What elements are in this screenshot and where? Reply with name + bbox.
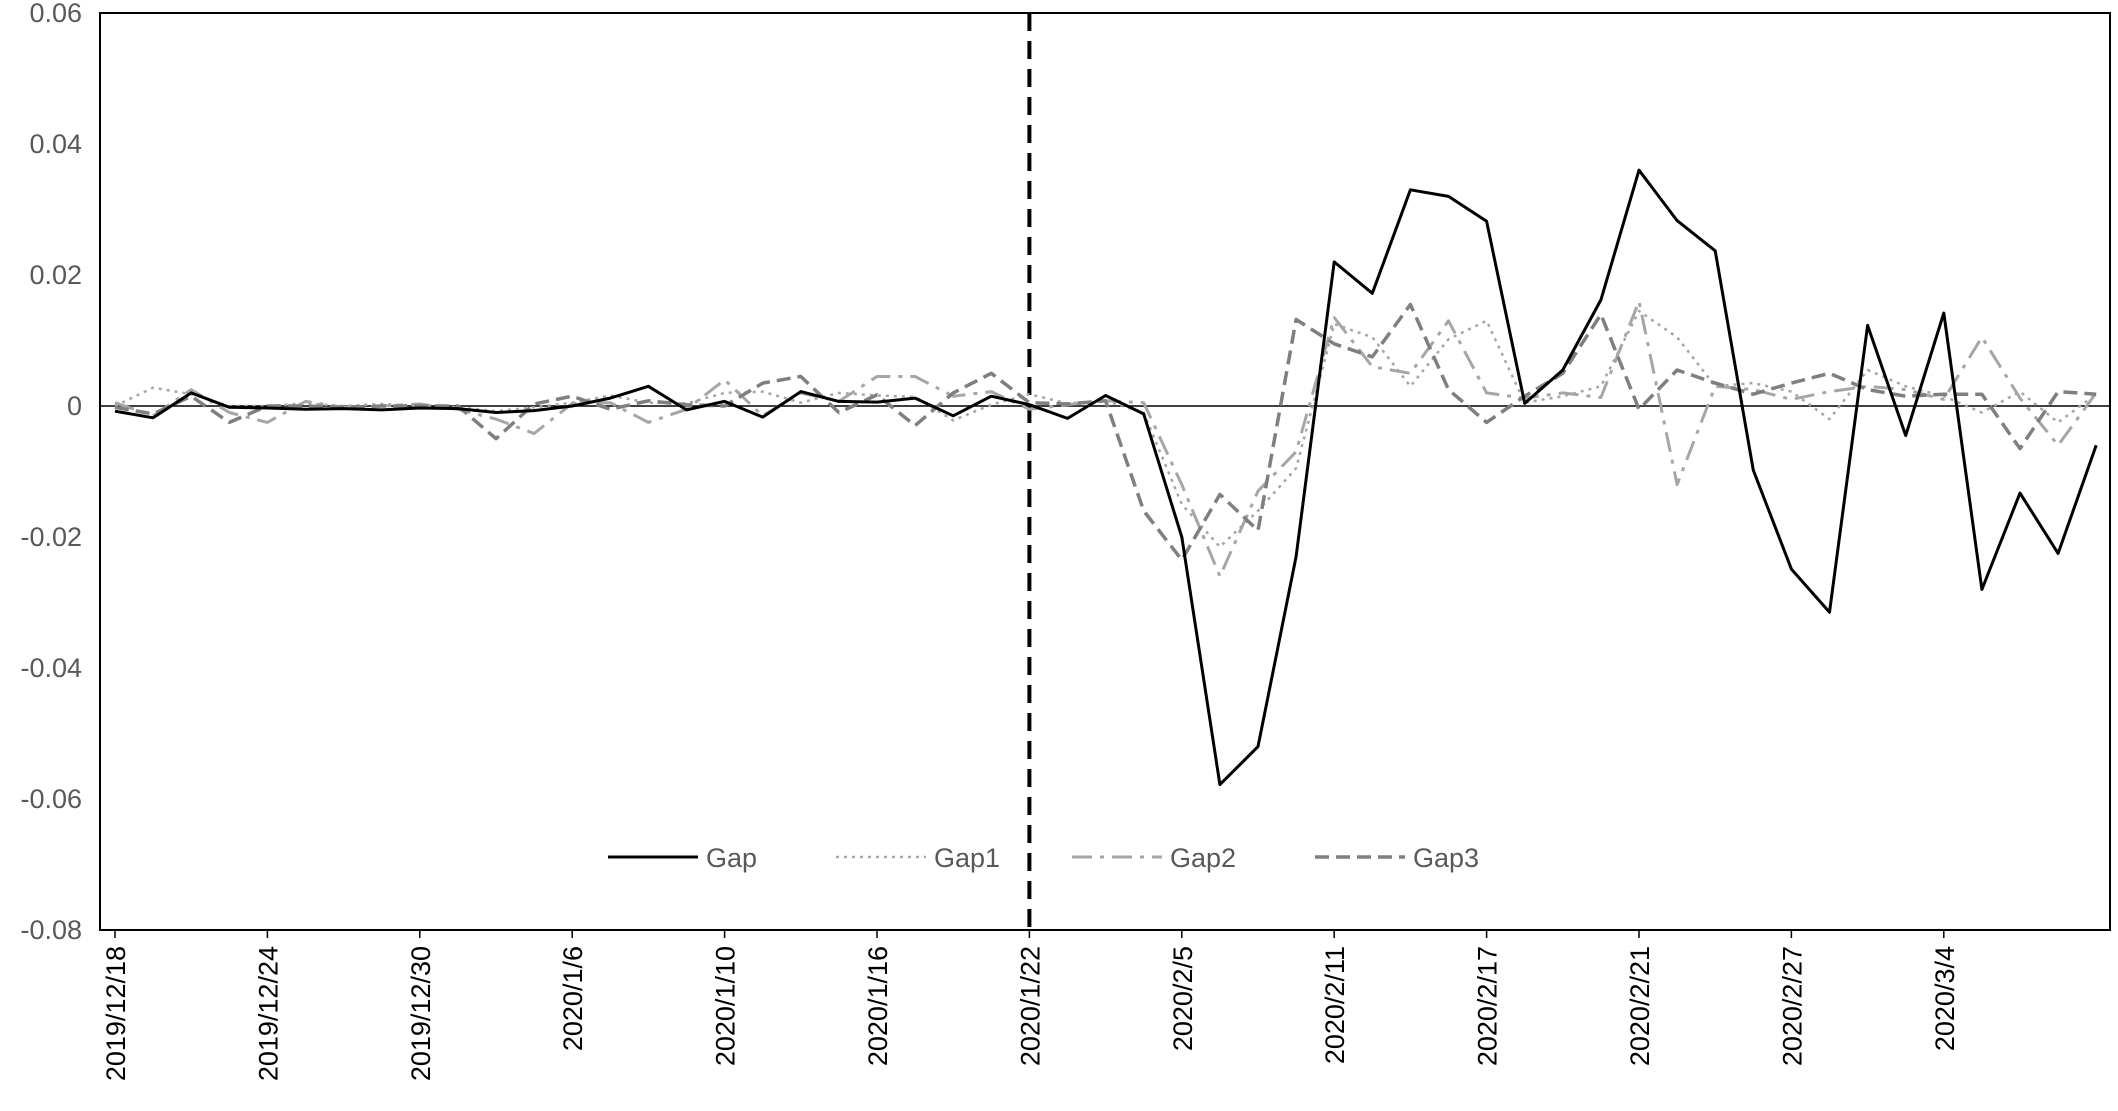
legend: Gap Gap1 Gap2 Gap3 — [608, 843, 1479, 873]
y-tick-label: 0.04 — [29, 129, 82, 159]
plot-area-frame — [99, 12, 2111, 931]
y-tick-label: -0.04 — [20, 653, 82, 683]
legend-label-gap1: Gap1 — [934, 843, 1000, 873]
series-line-gap1 — [114, 309, 2097, 549]
y-tick-label: 0.02 — [29, 260, 82, 290]
y-axis-ticks: 0.06 0.04 0.02 0 -0.02 -0.04 -0.06 -0.08 — [20, 0, 82, 945]
x-tick-label: 2020/2/17 — [1473, 946, 1503, 1066]
x-tick-label: 2020/1/16 — [863, 946, 893, 1066]
y-tick-label: -0.02 — [20, 522, 82, 552]
series-line-gap2 — [114, 299, 2098, 578]
x-tick-label: 2020/3/4 — [1930, 946, 1960, 1051]
x-tick-label: 2020/1/6 — [558, 946, 588, 1051]
x-tick-label: 2019/12/24 — [253, 946, 283, 1081]
x-tick-label: 2020/2/11 — [1320, 946, 1350, 1064]
x-axis-ticks: 2019/12/18 2019/12/24 2019/12/30 2020/1/6 20… — [101, 930, 1960, 1081]
series-line-gap3 — [114, 302, 2097, 562]
x-tick-label: 2020/1/22 — [1015, 946, 1045, 1066]
y-tick-label: 0.06 — [29, 0, 82, 28]
series-lines — [114, 168, 2098, 787]
x-tick-label: 2020/2/27 — [1777, 946, 1807, 1066]
legend-label-gap2: Gap2 — [1170, 843, 1236, 873]
y-tick-label: -0.06 — [20, 784, 82, 814]
y-tick-label: -0.08 — [20, 915, 82, 945]
y-tick-label: 0 — [67, 391, 82, 421]
legend-label-gap3: Gap3 — [1413, 843, 1479, 873]
x-tick-label: 2019/12/18 — [101, 946, 131, 1081]
x-tick-label: 2019/12/30 — [406, 946, 436, 1081]
legend-label-gap: Gap — [706, 843, 757, 873]
x-tick-label: 2020/2/21 — [1625, 946, 1655, 1066]
x-tick-label: 2020/1/10 — [711, 946, 741, 1066]
x-tick-label: 2020/2/5 — [1168, 946, 1198, 1051]
series-line-gap — [114, 168, 2098, 787]
